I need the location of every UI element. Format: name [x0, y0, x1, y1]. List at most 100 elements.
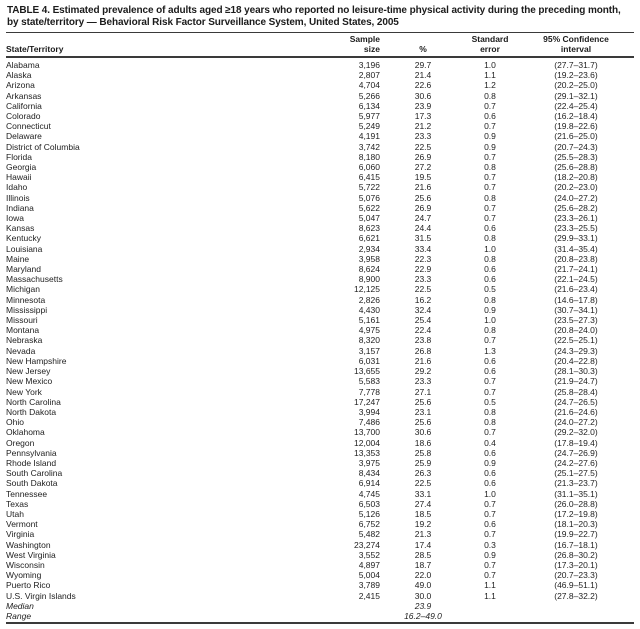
- table-row: South Dakota 6,914 22.5 0.6 (21.3–23.7): [6, 478, 634, 488]
- standard-error-value: 0.7: [484, 498, 496, 509]
- table-row: Vermont 6,752 19.2 0.6 (18.1–20.3): [6, 519, 634, 529]
- state-name: Utah: [6, 508, 24, 519]
- percent-value: 22.4: [414, 325, 432, 336]
- standard-error-value: 0.8: [484, 162, 496, 173]
- state-name: Indiana: [6, 202, 34, 213]
- sample-size-value: 2,415: [358, 590, 380, 601]
- state-name: Nebraska: [6, 335, 43, 346]
- table-row: Oregon 12,004 18.6 0.4 (17.8–19.4): [6, 438, 634, 448]
- confidence-interval-value: (20.2–25.0): [554, 80, 598, 91]
- confidence-interval-value: (30.7–34.1): [554, 304, 598, 315]
- percent-value: 25.8: [414, 447, 432, 458]
- state-name: Missouri: [6, 315, 38, 326]
- standard-error-value: 0.3: [484, 539, 496, 550]
- table-row: Georgia 6,060 27.2 0.8 (25.6–28.8): [6, 162, 634, 172]
- table-row: New Hampshire 6,031 21.6 0.6 (20.4–22.8): [6, 356, 634, 366]
- standard-error-value: 0.6: [484, 447, 496, 458]
- confidence-interval-value: (18.1–20.3): [554, 519, 598, 530]
- state-name: Wisconsin: [6, 559, 45, 570]
- standard-error-value: 0.6: [484, 478, 496, 489]
- sample-size-value: 3,975: [358, 457, 380, 468]
- percent-value: 33.1: [414, 488, 432, 499]
- confidence-interval-value: (29.1–32.1): [554, 90, 598, 101]
- state-name: Alaska: [6, 70, 32, 81]
- state-name: Ohio: [6, 417, 24, 428]
- percent-value: 22.5: [414, 478, 432, 489]
- header-row: State/Territory Sample size % Standard e…: [6, 33, 634, 58]
- sample-size-value: 8,434: [358, 468, 380, 479]
- table-row: Rhode Island 3,975 25.9 0.9 (24.2–27.6): [6, 458, 634, 468]
- confidence-interval-value: (29.9–33.1): [554, 233, 598, 244]
- confidence-interval-value: (24.3–29.3): [554, 345, 598, 356]
- median-label: Median: [6, 600, 34, 611]
- state-name: California: [6, 100, 42, 111]
- standard-error-value: 0.8: [484, 325, 496, 336]
- table-row: Indiana 5,622 26.9 0.7 (25.6–28.2): [6, 203, 634, 213]
- sample-size-value: 2,807: [358, 70, 380, 81]
- percent-value: 18.6: [414, 437, 432, 448]
- sample-size-value: 13,700: [354, 427, 380, 438]
- percent-value: 18.7: [414, 559, 432, 570]
- standard-error-value: 0.9: [484, 457, 496, 468]
- percent-value: 27.4: [414, 498, 432, 509]
- confidence-interval-value: (25.8–28.4): [554, 386, 598, 397]
- percent-value: 21.3: [414, 529, 432, 540]
- table-row: Kentucky 6,621 31.5 0.8 (29.9–33.1): [6, 233, 634, 243]
- percent-value: 19.5: [414, 172, 432, 183]
- state-name: Minnesota: [6, 294, 46, 305]
- standard-error-value: 1.1: [484, 70, 496, 81]
- standard-error-value: 1.0: [484, 243, 496, 254]
- percent-value: 22.0: [414, 570, 432, 581]
- standard-error-value: 0.7: [484, 376, 496, 387]
- header-standard-error: Standard error: [462, 33, 518, 58]
- percent-value: 22.3: [414, 253, 432, 264]
- percent-value: 30.6: [414, 427, 432, 438]
- percent-value: 21.6: [414, 355, 432, 366]
- percent-value: 21.6: [414, 182, 432, 193]
- percent-value: 22.5: [414, 284, 432, 295]
- standard-error-value: 0.7: [484, 570, 496, 581]
- table-row: Delaware 4,191 23.3 0.9 (21.6–25.0): [6, 131, 634, 141]
- percent-value: 17.3: [414, 111, 432, 122]
- state-name: Connecticut: [6, 121, 51, 132]
- confidence-interval-value: (22.5–25.1): [554, 335, 598, 346]
- percent-value: 24.4: [414, 223, 432, 234]
- state-name: Delaware: [6, 131, 42, 142]
- standard-error-value: 0.7: [484, 182, 496, 193]
- confidence-interval-value: (25.1–27.5): [554, 468, 598, 479]
- state-name: Virginia: [6, 529, 35, 540]
- table-row: Pennsylvania 13,353 25.8 0.6 (24.7–26.9): [6, 448, 634, 458]
- sample-size-value: 5,249: [358, 121, 380, 132]
- table-body: Alabama 3,196 29.7 1.0 (27.7–31.7) Alask…: [6, 57, 634, 601]
- state-name: West Virginia: [6, 549, 56, 560]
- percent-value: 24.7: [414, 213, 432, 224]
- state-name: Louisiana: [6, 243, 43, 254]
- state-name: Washington: [6, 539, 51, 550]
- table-row: Alaska 2,807 21.4 1.1 (19.2–23.6): [6, 70, 634, 80]
- confidence-interval-value: (20.7–23.3): [554, 570, 598, 581]
- confidence-interval-value: (27.8–32.2): [554, 590, 598, 601]
- percent-value: 31.5: [414, 233, 432, 244]
- sample-size-value: 3,958: [358, 253, 380, 264]
- sample-size-value: 13,655: [354, 366, 380, 377]
- percent-value: 26.8: [414, 345, 432, 356]
- state-name: Michigan: [6, 284, 41, 295]
- sample-size-value: 5,047: [358, 213, 380, 224]
- confidence-interval-value: (20.2–23.0): [554, 182, 598, 193]
- table-row: North Dakota 3,994 23.1 0.8 (21.6–24.6): [6, 407, 634, 417]
- table-row: North Carolina 17,247 25.6 0.5 (24.7–26.…: [6, 397, 634, 407]
- confidence-interval-value: (16.2–18.4): [554, 111, 598, 122]
- sample-size-value: 12,004: [354, 437, 380, 448]
- percent-value: 29.2: [414, 366, 432, 377]
- table-row: Tennessee 4,745 33.1 1.0 (31.1–35.1): [6, 489, 634, 499]
- sample-size-value: 5,266: [358, 90, 380, 101]
- percent-value: 29.7: [414, 60, 432, 70]
- table-row: New York 7,778 27.1 0.7 (25.8–28.4): [6, 387, 634, 397]
- table-row: Arkansas 5,266 30.6 0.8 (29.1–32.1): [6, 91, 634, 101]
- standard-error-value: 0.8: [484, 192, 496, 203]
- confidence-interval-value: (19.8–22.6): [554, 121, 598, 132]
- sample-size-value: 3,742: [358, 141, 380, 152]
- confidence-interval-value: (17.8–19.4): [554, 437, 598, 448]
- state-name: District of Columbia: [6, 141, 80, 152]
- standard-error-value: 0.5: [484, 396, 496, 407]
